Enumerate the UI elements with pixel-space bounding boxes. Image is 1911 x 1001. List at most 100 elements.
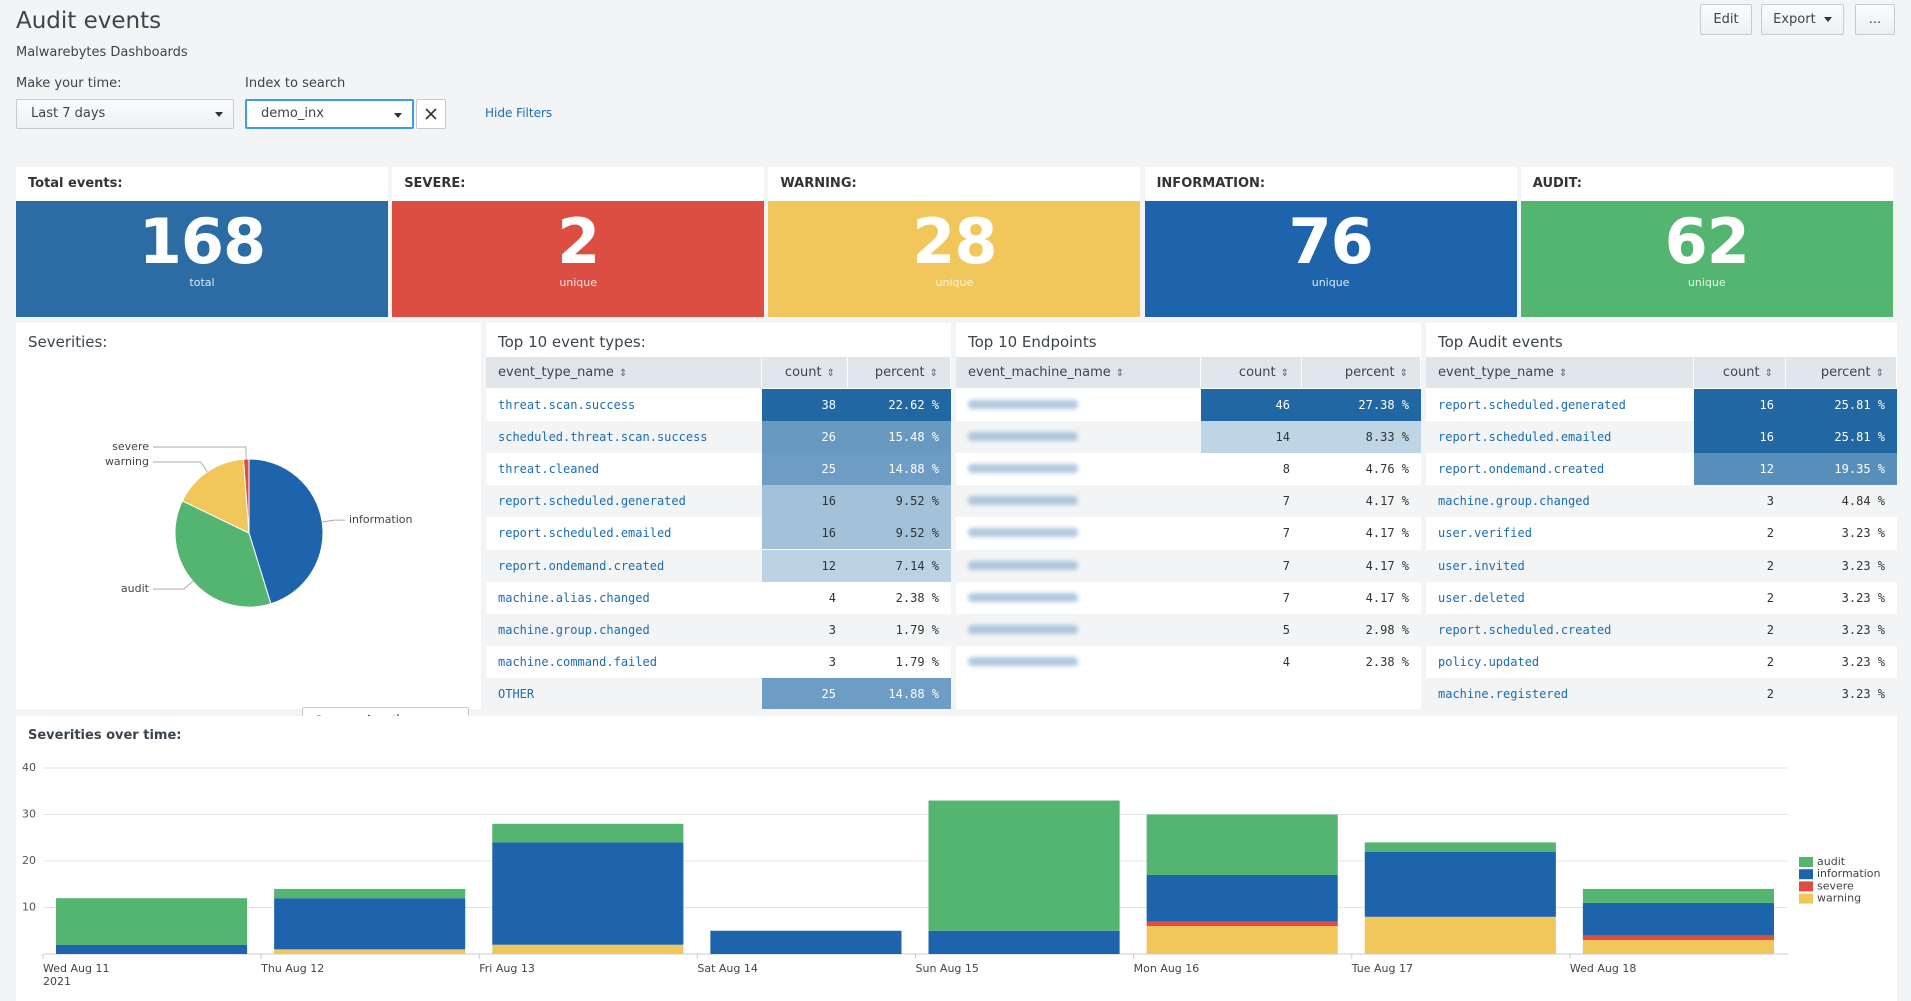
leader-line: [153, 580, 194, 590]
pie-label: severe: [112, 440, 149, 453]
name-cell: [956, 421, 1201, 453]
name-cell[interactable]: policy.updated: [1438, 654, 1540, 669]
table-row: report.ondemand.created 12 7.14 %: [486, 549, 951, 582]
name-cell[interactable]: user.deleted: [1438, 590, 1525, 605]
pie-slice: [248, 458, 324, 605]
column-header[interactable]: event_type_name: [486, 357, 762, 388]
bar-segment: [1146, 814, 1338, 875]
legend-swatch: [1799, 893, 1813, 904]
table-row: 46 27.38 %: [956, 389, 1421, 421]
table-header: event_type_namecountpercent: [1426, 357, 1897, 388]
time-dropdown[interactable]: Last 7 days: [16, 99, 234, 129]
single-value-label: SEVERE:: [404, 176, 466, 191]
pie-slice: [181, 458, 250, 534]
name-cell[interactable]: report.ondemand.created: [1438, 462, 1605, 477]
single-value-label: WARNING:: [780, 176, 857, 191]
percent-cell: 4.17 %: [1365, 590, 1409, 605]
count-cell: 16: [1694, 421, 1786, 454]
name-cell[interactable]: report.scheduled.generated: [1438, 398, 1626, 412]
column-header[interactable]: event_type_name: [1426, 357, 1694, 388]
name-cell[interactable]: report.scheduled.created: [1438, 622, 1612, 637]
column-header[interactable]: percent: [1302, 357, 1421, 388]
table-row: user.deleted 2 3.23 %: [1426, 581, 1897, 614]
name-cell[interactable]: user.verified: [1438, 526, 1532, 541]
name-cell[interactable]: report.scheduled.emailed: [498, 526, 672, 541]
bar-segment: [1146, 921, 1338, 927]
single-value-body: 2 unique: [392, 201, 765, 317]
column-header[interactable]: count: [1201, 357, 1302, 388]
redacted-name: [968, 624, 1078, 634]
name-cell[interactable]: machine.alias.changed: [498, 590, 650, 605]
column-header[interactable]: percent: [848, 357, 951, 388]
count-cell: 2: [1766, 654, 1774, 669]
pie-label: audit: [121, 582, 150, 595]
pie-slice: [174, 500, 272, 608]
bar-segment: [928, 800, 1120, 931]
name-cell[interactable]: OTHER: [498, 686, 535, 701]
table-panel: Top Audit events event_type_namecountperc…: [1426, 323, 1897, 709]
name-cell[interactable]: machine.group.changed: [1438, 494, 1590, 509]
single-value-body: 76 unique: [1144, 201, 1517, 317]
x-sublabel: 2021: [43, 975, 71, 988]
bar-segment: [1582, 935, 1774, 941]
redacted-name: [968, 464, 1078, 474]
percent-cell: 3.23 %: [1841, 590, 1885, 605]
hide-filters-link[interactable]: Hide Filters: [485, 106, 553, 120]
redacted-name: [968, 432, 1078, 442]
table-row: report.scheduled.generated 16 25.81 %: [1426, 389, 1897, 421]
name-cell: [956, 485, 1201, 517]
table-header: event_machine_namecountpercent: [956, 357, 1421, 388]
count-cell: 2: [1766, 558, 1774, 573]
column-header[interactable]: count: [762, 357, 848, 388]
single-value-unit: unique: [935, 276, 974, 289]
name-cell[interactable]: user.invited: [1438, 558, 1525, 573]
name-cell[interactable]: machine.registered: [1438, 686, 1569, 701]
count-cell: 3: [828, 654, 836, 669]
edit-button[interactable]: Edit: [1700, 4, 1752, 35]
bar-panel: Severities over time: 10 20 30 40 Wed Aug 11 T…: [16, 716, 1897, 1001]
name-cell: [956, 582, 1201, 614]
percent-cell: 25.81 %: [1786, 389, 1897, 421]
name-cell[interactable]: scheduled.threat.scan.success: [498, 430, 708, 445]
percent-cell: 1.79 %: [895, 622, 939, 637]
single-value-panel: AUDIT: 62 unique: [1520, 167, 1893, 317]
name-cell: [956, 550, 1201, 582]
leader-line: [153, 461, 208, 473]
bar-segment: [1582, 888, 1774, 903]
table-row: report.scheduled.created 2 3.23 %: [1426, 613, 1897, 646]
name-cell[interactable]: threat.scan.success: [498, 398, 636, 412]
index-dropdown[interactable]: demo_inx: [245, 99, 414, 129]
count-cell: 3: [828, 622, 836, 637]
table-row: OTHER 25 14.88 %: [486, 677, 951, 709]
count-cell: 7: [1282, 526, 1290, 541]
bar-segment: [1364, 916, 1556, 954]
legend-swatch: [1799, 869, 1813, 880]
pie-chart: information audit warning severe: [105, 440, 413, 608]
single-value-unit: unique: [1687, 276, 1726, 289]
percent-cell: 3.23 %: [1841, 526, 1885, 541]
percent-cell: 3.23 %: [1841, 654, 1885, 669]
table-row: 7 4.17 %: [956, 581, 1421, 614]
count-cell: 26: [762, 421, 848, 454]
more-button[interactable]: ...: [1855, 4, 1895, 35]
name-cell[interactable]: report.ondemand.created: [498, 558, 665, 573]
name-cell[interactable]: machine.command.failed: [498, 654, 657, 669]
x-tick-label: Thu Aug 12: [260, 962, 324, 975]
percent-cell: 22.62 %: [848, 389, 951, 421]
table-row: 7 4.17 %: [956, 485, 1421, 518]
name-cell[interactable]: report.scheduled.generated: [498, 494, 686, 509]
page-title: Audit events: [16, 8, 162, 34]
column-header[interactable]: percent: [1786, 357, 1897, 388]
name-cell[interactable]: threat.cleaned: [498, 462, 600, 477]
count-cell: 16: [1694, 389, 1786, 421]
name-cell[interactable]: machine.group.changed: [498, 622, 650, 637]
column-header[interactable]: event_machine_name: [956, 357, 1201, 388]
column-header[interactable]: count: [1694, 357, 1786, 388]
name-cell[interactable]: report.scheduled.emailed: [1438, 430, 1612, 445]
bar-segment: [492, 944, 684, 954]
export-button[interactable]: Export: [1761, 4, 1844, 35]
table-row: machine.group.changed 3 1.79 %: [486, 613, 951, 646]
clear-button[interactable]: [416, 99, 446, 129]
table-panel: Top 10 event types: event_type_namecountp…: [486, 323, 951, 709]
percent-cell: 3.23 %: [1841, 686, 1885, 701]
